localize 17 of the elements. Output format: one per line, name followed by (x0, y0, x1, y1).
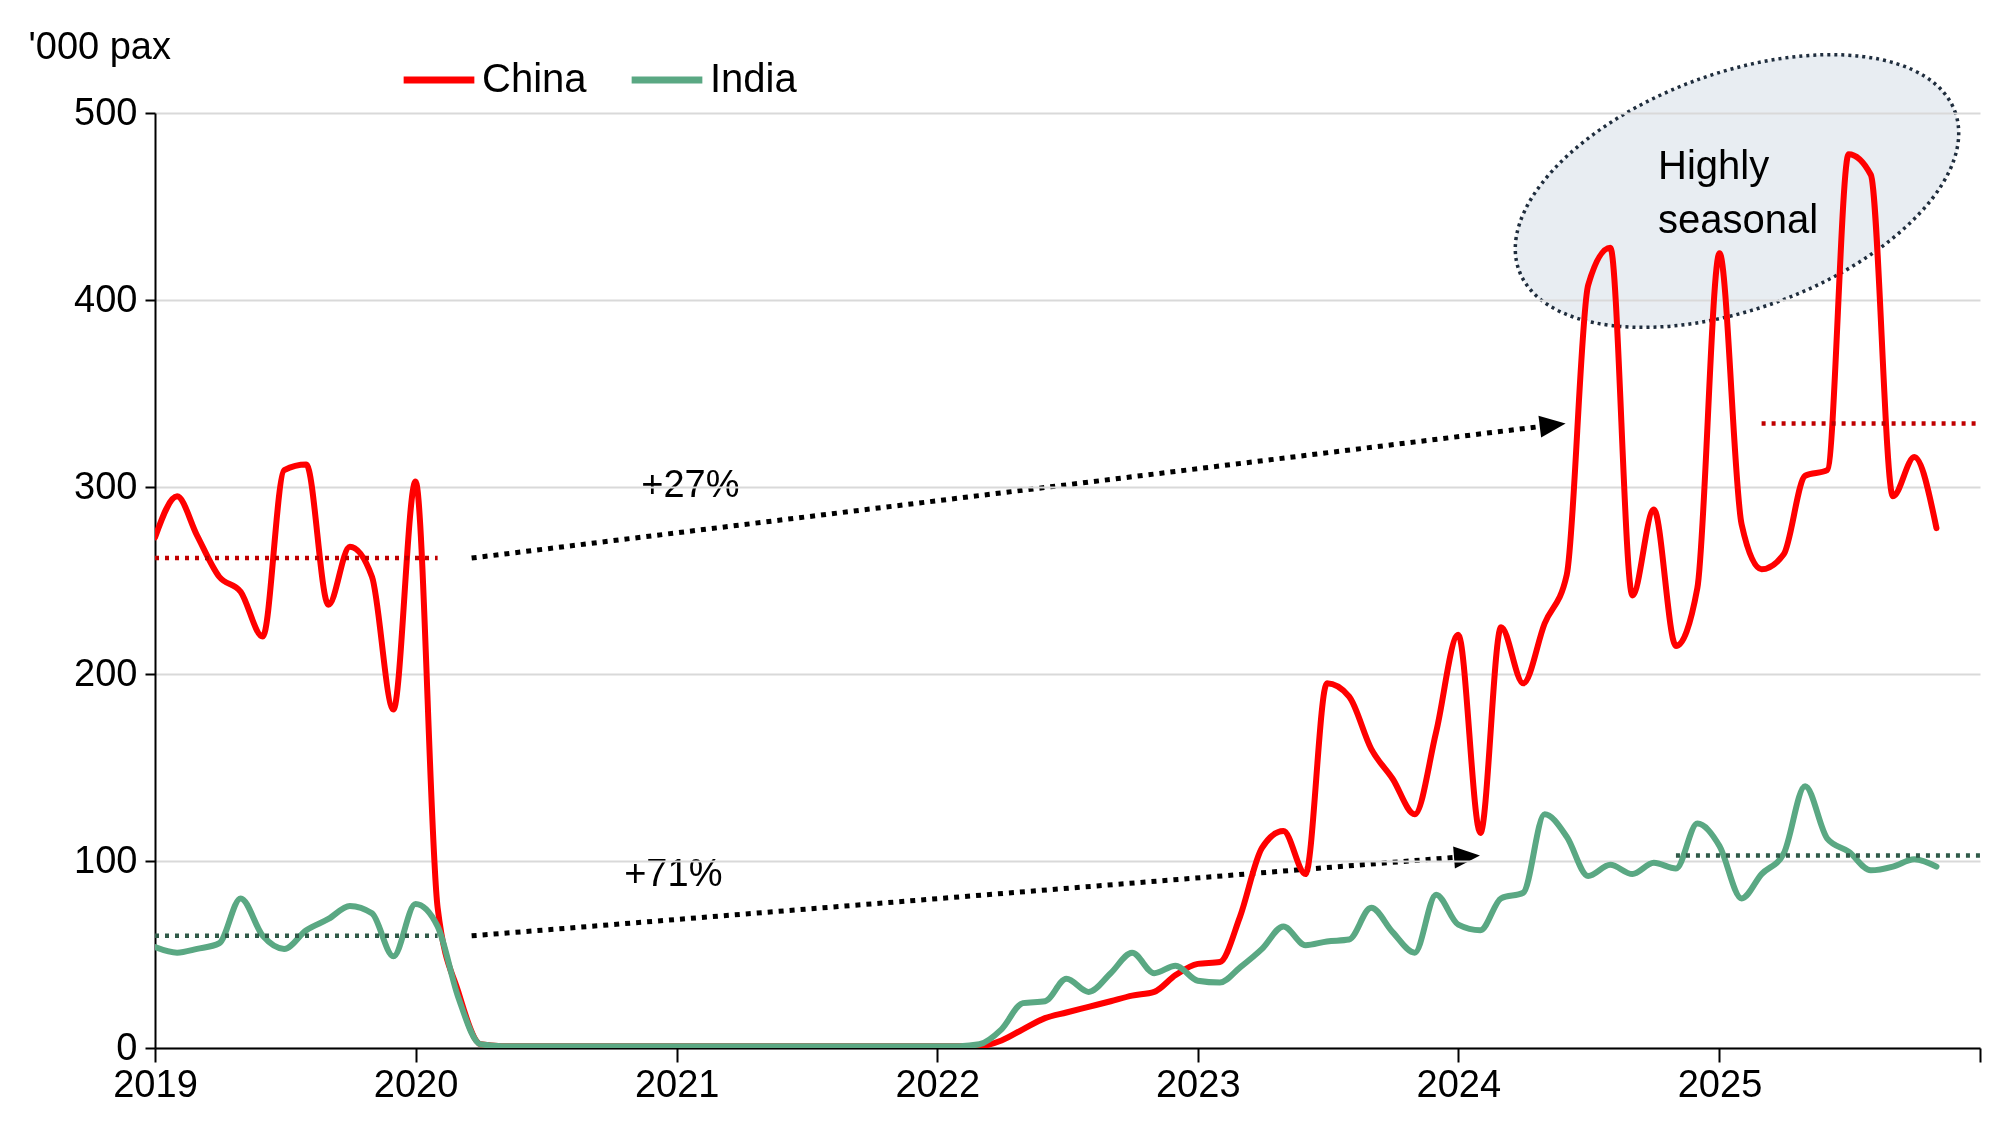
x-tick-label: 2020 (373, 1062, 459, 1105)
annotation: +27% (641, 463, 740, 506)
x-tick-label: 2025 (1677, 1062, 1763, 1105)
annotation: +71% (624, 851, 723, 894)
x-tick-label: 2022 (895, 1062, 981, 1105)
y-tick-label: 500 (74, 90, 138, 133)
legend-label: China (482, 56, 588, 100)
y-axis-title: '000 pax (28, 24, 171, 67)
annotation: Highly seasonal (1658, 143, 1819, 241)
y-tick-label: 400 (74, 277, 138, 320)
y-tick-label: 100 (74, 838, 138, 881)
x-tick-label: 2021 (634, 1062, 720, 1105)
legend-label: India (710, 56, 798, 100)
y-tick-label: 300 (74, 464, 138, 507)
x-tick-label: 2024 (1416, 1062, 1502, 1105)
x-tick-label: 2023 (1155, 1062, 1241, 1105)
y-tick-label: 200 (74, 651, 138, 694)
